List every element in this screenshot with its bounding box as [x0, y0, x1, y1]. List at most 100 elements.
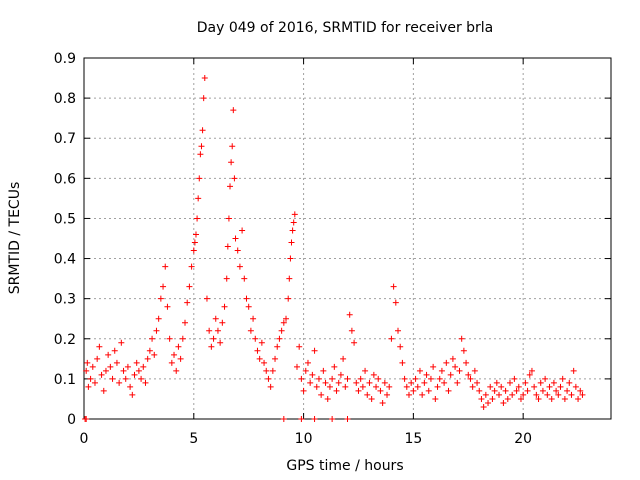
data-point: [133, 359, 140, 366]
x-tick-label: 15: [404, 431, 422, 447]
data-point: [200, 95, 207, 102]
data-point: [274, 343, 281, 350]
data-point: [87, 375, 94, 382]
data-point: [390, 283, 397, 290]
data-point: [229, 143, 236, 150]
y-tick-label: 0.2: [54, 332, 76, 348]
data-point: [225, 215, 232, 222]
data-point: [414, 383, 421, 390]
data-point: [568, 391, 575, 398]
data-point: [458, 335, 465, 342]
data-point: [496, 391, 503, 398]
data-points: [82, 75, 586, 422]
plot-frame: [83, 57, 612, 420]
data-point: [208, 343, 215, 350]
data-point: [476, 387, 483, 394]
data-point: [247, 327, 254, 334]
data-point: [570, 367, 577, 374]
data-point: [526, 371, 533, 378]
data-point: [471, 367, 478, 374]
data-point: [83, 367, 90, 374]
data-point: [198, 143, 205, 150]
data-point: [542, 375, 549, 382]
data-point: [241, 275, 248, 282]
data-point: [269, 367, 276, 374]
data-point: [107, 363, 114, 370]
data-point: [566, 379, 573, 386]
data-point: [528, 367, 535, 374]
data-point: [206, 327, 213, 334]
data-point: [217, 339, 224, 346]
x-tick-label: 5: [189, 431, 198, 447]
data-point: [182, 319, 189, 326]
chart-title: Day 049 of 2016, SRMTID for receiver brl…: [197, 20, 494, 36]
data-point: [201, 75, 208, 82]
data-point: [348, 327, 355, 334]
data-point: [197, 151, 204, 158]
data-point: [388, 335, 395, 342]
data-point: [408, 379, 415, 386]
data-point: [362, 367, 369, 374]
data-point: [146, 347, 153, 354]
data-point: [559, 375, 566, 382]
data-point: [478, 395, 485, 402]
data-point: [227, 183, 234, 190]
data-point: [465, 371, 472, 378]
data-point: [425, 387, 432, 394]
data-point: [460, 347, 467, 354]
data-point: [111, 347, 118, 354]
data-point: [537, 379, 544, 386]
data-point: [405, 391, 412, 398]
data-point: [256, 355, 263, 362]
data-point: [480, 403, 487, 410]
data-point: [355, 387, 362, 394]
data-point: [517, 395, 524, 402]
data-point: [386, 383, 393, 390]
data-point: [309, 371, 316, 378]
data-point: [506, 379, 513, 386]
data-point: [482, 391, 489, 398]
data-point: [177, 355, 184, 362]
data-point: [561, 395, 568, 402]
data-point: [212, 315, 219, 322]
data-point: [186, 283, 193, 290]
data-point: [375, 375, 382, 382]
y-axis-label: SRMTID / TECUs: [7, 182, 23, 295]
data-point: [272, 355, 279, 362]
data-point: [286, 275, 293, 282]
x-axis-label: GPS time / hours: [286, 458, 403, 474]
data-point: [377, 387, 384, 394]
y-tick-label: 0.7: [54, 131, 76, 147]
data-point: [168, 359, 175, 366]
data-point: [203, 295, 210, 302]
data-point: [340, 355, 347, 362]
data-point: [243, 295, 250, 302]
data-point: [436, 375, 443, 382]
data-point: [276, 335, 283, 342]
data-point: [342, 383, 349, 390]
data-point: [579, 391, 586, 398]
data-point: [144, 355, 151, 362]
data-point: [129, 391, 136, 398]
y-tick-label: 0.9: [54, 51, 76, 67]
data-point: [364, 391, 371, 398]
data-point: [254, 347, 261, 354]
data-point: [298, 416, 305, 422]
y-tick-labels: 0 0.1 0.2 0.3 0.4 0.5 0.6 0.7 0.8 0.9: [54, 51, 76, 428]
data-point: [474, 379, 481, 386]
y-tick-label: 0.3: [54, 292, 76, 308]
y-tick-label: 0.1: [54, 372, 76, 388]
data-point: [224, 243, 231, 250]
data-point: [539, 387, 546, 394]
data-point: [261, 359, 268, 366]
data-point: [421, 379, 428, 386]
data-point: [397, 343, 404, 350]
x-tick-labels: 0 5 10 15 20: [80, 431, 533, 447]
data-point: [100, 387, 107, 394]
data-point: [157, 295, 164, 302]
data-point: [487, 383, 494, 390]
data-point: [379, 399, 386, 406]
data-point: [333, 387, 340, 394]
data-point: [456, 367, 463, 374]
